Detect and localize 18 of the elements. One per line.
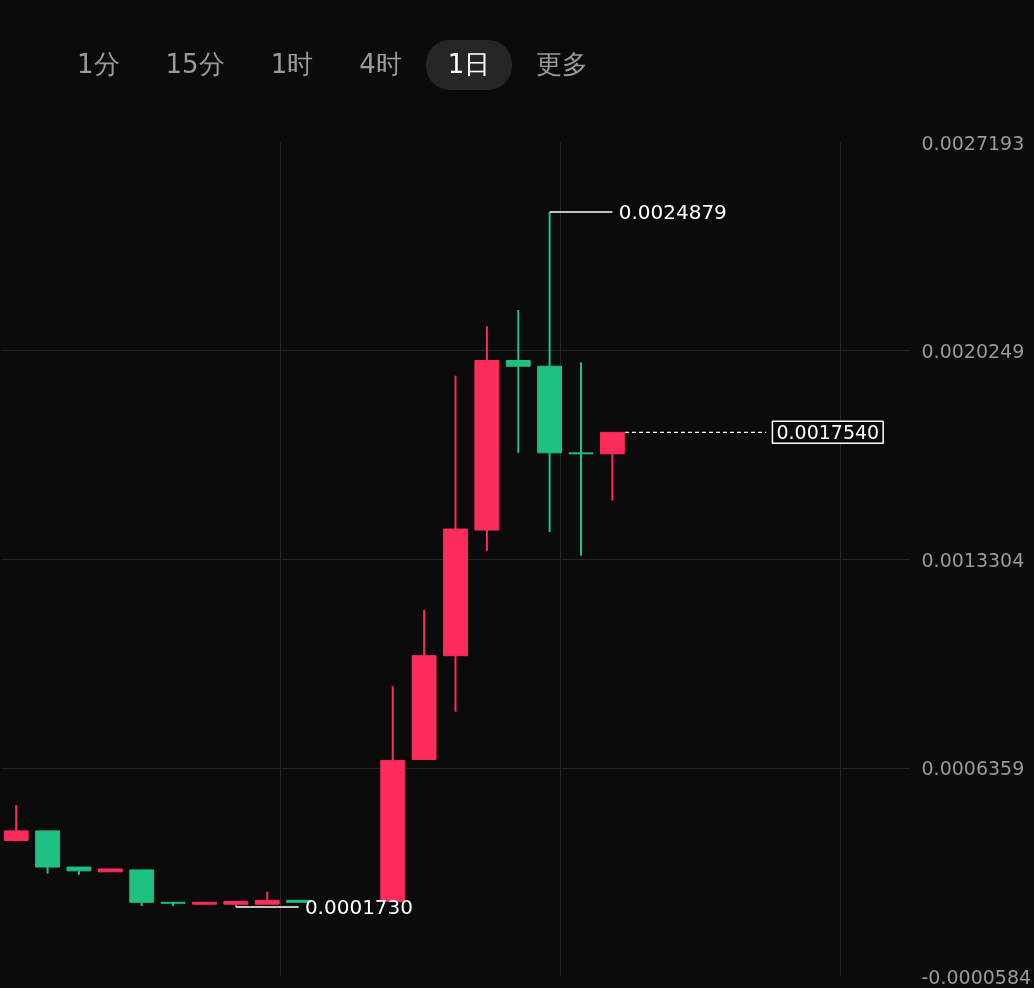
y-tick-label: -0.0000584 bbox=[921, 965, 1032, 988]
candlestick bbox=[3, 804, 29, 843]
annotation: 0.0024879 bbox=[618, 199, 727, 224]
text: 1时 bbox=[269, 48, 315, 82]
y-tick-label: 0.0027193 bbox=[921, 131, 1025, 154]
annotation: 0.0001730 bbox=[304, 895, 414, 920]
y-tick-label: 0.0020249 bbox=[921, 339, 1025, 362]
candlestick bbox=[505, 309, 531, 454]
text: 1分 bbox=[76, 48, 121, 82]
ref-line-label: 0.0017540 bbox=[776, 421, 880, 444]
text: 1日 bbox=[425, 40, 513, 90]
text: 更多 bbox=[535, 48, 590, 82]
candlestick bbox=[599, 431, 625, 502]
y-tick-label: 0.0013304 bbox=[921, 548, 1025, 571]
text: 15分 bbox=[164, 48, 226, 82]
text: 4时 bbox=[358, 48, 403, 82]
candlestick bbox=[568, 361, 594, 557]
y-tick-label: 0.0006359 bbox=[921, 757, 1025, 780]
